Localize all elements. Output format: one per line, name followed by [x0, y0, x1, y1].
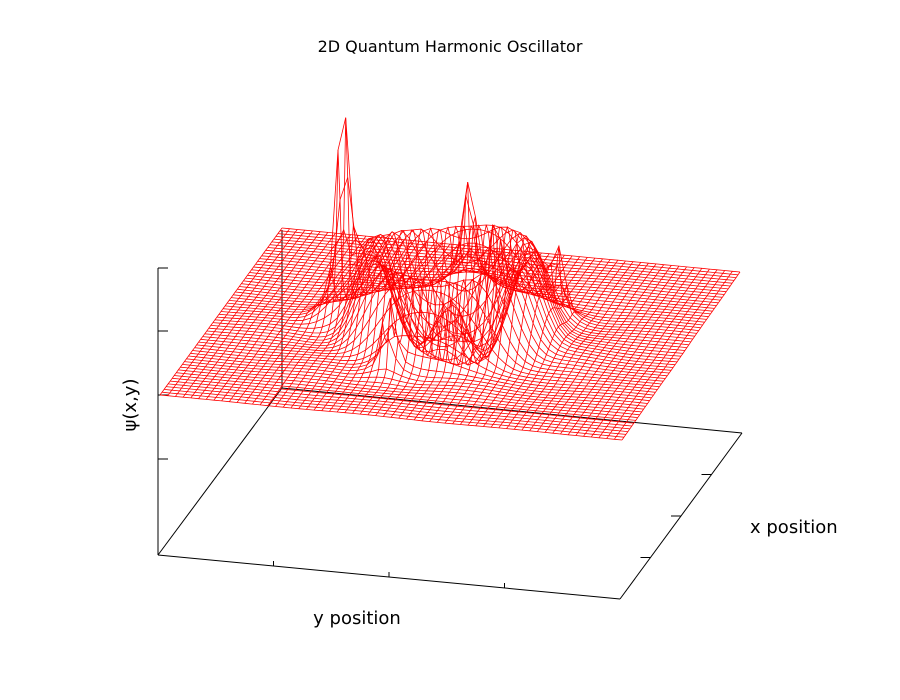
mesh-line-v — [233, 230, 693, 340]
mesh-line-v — [251, 195, 711, 315]
mesh-line-v — [184, 361, 646, 407]
mesh-line-v — [263, 252, 723, 298]
mesh-line-v — [178, 369, 640, 416]
mesh-line-v — [186, 358, 648, 404]
mesh-line-v — [196, 311, 658, 390]
mesh-line-v — [161, 391, 625, 438]
mesh-line-v — [220, 228, 682, 359]
mesh-line-v — [174, 375, 636, 421]
mesh-line-v — [166, 386, 628, 432]
mesh-line-v — [273, 238, 733, 284]
mesh-line-v — [265, 249, 725, 295]
mesh-line-v — [253, 182, 713, 312]
mesh-line-v — [245, 242, 705, 323]
mesh-line-v — [210, 257, 672, 371]
mesh-line-v — [275, 236, 735, 281]
mesh-line-v — [247, 256, 707, 320]
mesh-line-v — [269, 244, 729, 290]
mesh-line-v — [281, 227, 741, 273]
axes-frame — [157, 230, 743, 600]
mesh-line-v — [225, 177, 685, 351]
chart-title: 2D Quantum Harmonic Oscillator — [318, 37, 583, 56]
mesh-line-v — [255, 247, 715, 309]
mesh-line-v — [261, 255, 721, 301]
mesh-line-v — [182, 364, 644, 410]
surface-mesh — [159, 117, 741, 441]
mesh-line-v — [192, 323, 654, 396]
mesh-line-v — [172, 377, 634, 424]
mesh-line-v — [198, 289, 660, 388]
mesh-line-v — [190, 297, 652, 399]
mesh-line-v — [170, 380, 632, 427]
mesh-line-v — [227, 233, 687, 348]
mesh-line-v — [277, 233, 737, 278]
mesh-line-v — [239, 226, 699, 331]
y-axis-label: y position — [313, 608, 401, 629]
z-axis-label: ψ(x,y) — [120, 379, 141, 432]
mesh-line-v — [208, 223, 670, 374]
mesh-line-v — [243, 228, 703, 326]
mesh-line-v — [202, 272, 664, 382]
mesh-line-v — [231, 231, 691, 343]
mesh-line-v — [159, 394, 623, 441]
mesh-line-v — [241, 224, 701, 329]
left-floor-edge — [157, 387, 283, 556]
mesh-line-v — [279, 230, 739, 276]
mesh-line-v — [188, 337, 650, 402]
mesh-line-v — [216, 249, 678, 365]
mesh-line-v — [212, 256, 674, 368]
mesh-line-v — [180, 366, 642, 413]
mesh-line-v — [222, 117, 684, 356]
mesh-line-v — [214, 254, 676, 366]
mesh-line-v — [218, 245, 680, 363]
x-axis-label: x position — [750, 517, 838, 538]
back-floor-edge — [281, 387, 743, 434]
mesh-line-v — [235, 229, 695, 337]
mesh-line-v — [237, 228, 697, 334]
mesh-line-v — [267, 247, 727, 293]
mesh-line-v — [206, 248, 668, 377]
mesh-line-v — [204, 268, 666, 379]
mesh-line-v — [259, 258, 719, 304]
mesh-line-v — [164, 389, 626, 435]
mesh-line-v — [271, 241, 731, 287]
mesh-line-v — [168, 383, 630, 430]
mesh-line-v — [229, 233, 689, 346]
mesh-line-v — [176, 372, 638, 418]
